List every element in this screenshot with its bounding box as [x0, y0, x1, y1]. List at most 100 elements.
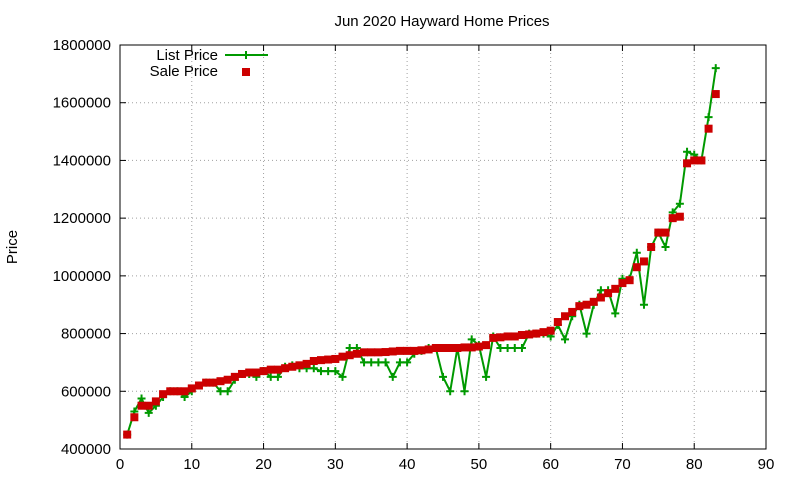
sale-price-point [144, 401, 153, 410]
sale-price-point [683, 159, 692, 168]
list-price-point [675, 199, 684, 208]
sale-price-point [639, 257, 648, 266]
sale-price-point [439, 344, 447, 352]
sale-price-point [575, 302, 584, 311]
y-tick-label: 400000 [61, 441, 111, 458]
sale-price-point [424, 345, 433, 354]
sale-price-point [410, 346, 419, 355]
list-price-point [510, 344, 519, 352]
sale-price-point [460, 343, 469, 352]
list-price-point [216, 387, 225, 396]
sale-price-point [625, 276, 634, 285]
legend-marker-list-price [242, 51, 250, 59]
list-price-point [137, 394, 146, 403]
sale-price-point [711, 90, 720, 99]
sale-price-point [532, 329, 541, 338]
sale-price-point [417, 346, 426, 355]
sale-price-point [596, 293, 605, 302]
sale-price-point [517, 331, 526, 340]
sale-price-point [539, 328, 548, 337]
sale-price-point [316, 356, 325, 365]
list-price-point [611, 309, 620, 318]
sale-price-point [309, 356, 318, 365]
sale-price-point [632, 263, 641, 272]
x-tick-label: 80 [686, 456, 703, 473]
sale-price-point [697, 156, 706, 165]
x-tick-label: 60 [542, 456, 559, 473]
sale-price-point [374, 348, 383, 357]
y-tick-label: 1200000 [53, 210, 111, 227]
sale-price-point [561, 312, 570, 321]
x-tick-label: 20 [255, 456, 272, 473]
sale-price-point [245, 368, 254, 377]
list-price-point [661, 243, 670, 251]
sale-price-point [173, 387, 182, 396]
sale-price-point [166, 387, 175, 396]
sale-price-point [568, 307, 577, 316]
sale-price-point [525, 330, 534, 339]
list-price-point [561, 335, 570, 344]
list-price-point [403, 358, 412, 367]
list-price-point [482, 372, 491, 381]
list-price-point [381, 358, 390, 367]
legend-marker-sale-price [242, 68, 250, 76]
sale-price-point [238, 369, 247, 378]
list-price-point [374, 358, 383, 367]
sale-price-point [209, 378, 218, 387]
sale-price-point [496, 333, 505, 342]
sale-price-point [324, 355, 333, 364]
sale-price-point [690, 156, 699, 165]
sale-price-point [202, 378, 211, 387]
list-price-point [467, 335, 476, 344]
x-tick-label: 90 [758, 456, 775, 473]
list-price-point [639, 300, 648, 309]
sale-price-point [582, 300, 591, 309]
list-price-point [704, 113, 713, 122]
list-price-point [266, 372, 275, 381]
sale-price-point [474, 342, 483, 351]
sale-price-point [388, 347, 397, 356]
x-tick-label: 30 [327, 456, 344, 473]
sale-price-point [467, 343, 476, 352]
list-price-point [367, 358, 376, 367]
y-tick-label: 1000000 [53, 268, 111, 285]
y-tick-label: 1600000 [53, 95, 111, 112]
sale-price-point [367, 348, 376, 357]
sale-price-point [546, 326, 555, 335]
sale-price-point [273, 365, 282, 374]
sale-price-point [589, 297, 598, 306]
list-price-point [324, 367, 333, 376]
sale-price-point [230, 372, 239, 381]
sale-price-point [259, 367, 268, 376]
sale-price-point [360, 348, 369, 357]
sale-price-point [647, 243, 656, 251]
list-price-point [632, 248, 641, 257]
sale-price-point [503, 332, 512, 341]
sale-price-point [704, 124, 713, 133]
sale-price-point [675, 212, 684, 221]
list-price-point [683, 147, 692, 156]
list-price-point [223, 387, 232, 396]
list-price-point [503, 344, 512, 352]
sale-price-point [288, 362, 297, 371]
sale-price-point [489, 333, 498, 342]
plot-frame [119, 44, 767, 450]
list-price-point [439, 372, 447, 381]
sale-price-point [654, 228, 663, 237]
x-tick-label: 0 [116, 456, 124, 473]
axes: 0 10 20 30 40 50 60 70 80 90 400000 600000 800000 100… [53, 37, 775, 473]
sale-price-point [352, 349, 361, 358]
list-price-point [309, 364, 318, 373]
chart-title: Jun 2020 Hayward Home Prices [334, 13, 549, 30]
sale-price-point [510, 332, 519, 341]
list-price-point [596, 286, 605, 295]
sale-price-point [431, 344, 440, 352]
list-price-point [331, 367, 340, 376]
list-price-point [388, 372, 397, 381]
legend-label-sale-price: Sale Price [150, 63, 218, 80]
y-tick-label: 600000 [61, 383, 111, 400]
sale-price-point [453, 344, 462, 352]
sale-price-point [159, 390, 168, 399]
x-tick-label: 40 [399, 456, 416, 473]
